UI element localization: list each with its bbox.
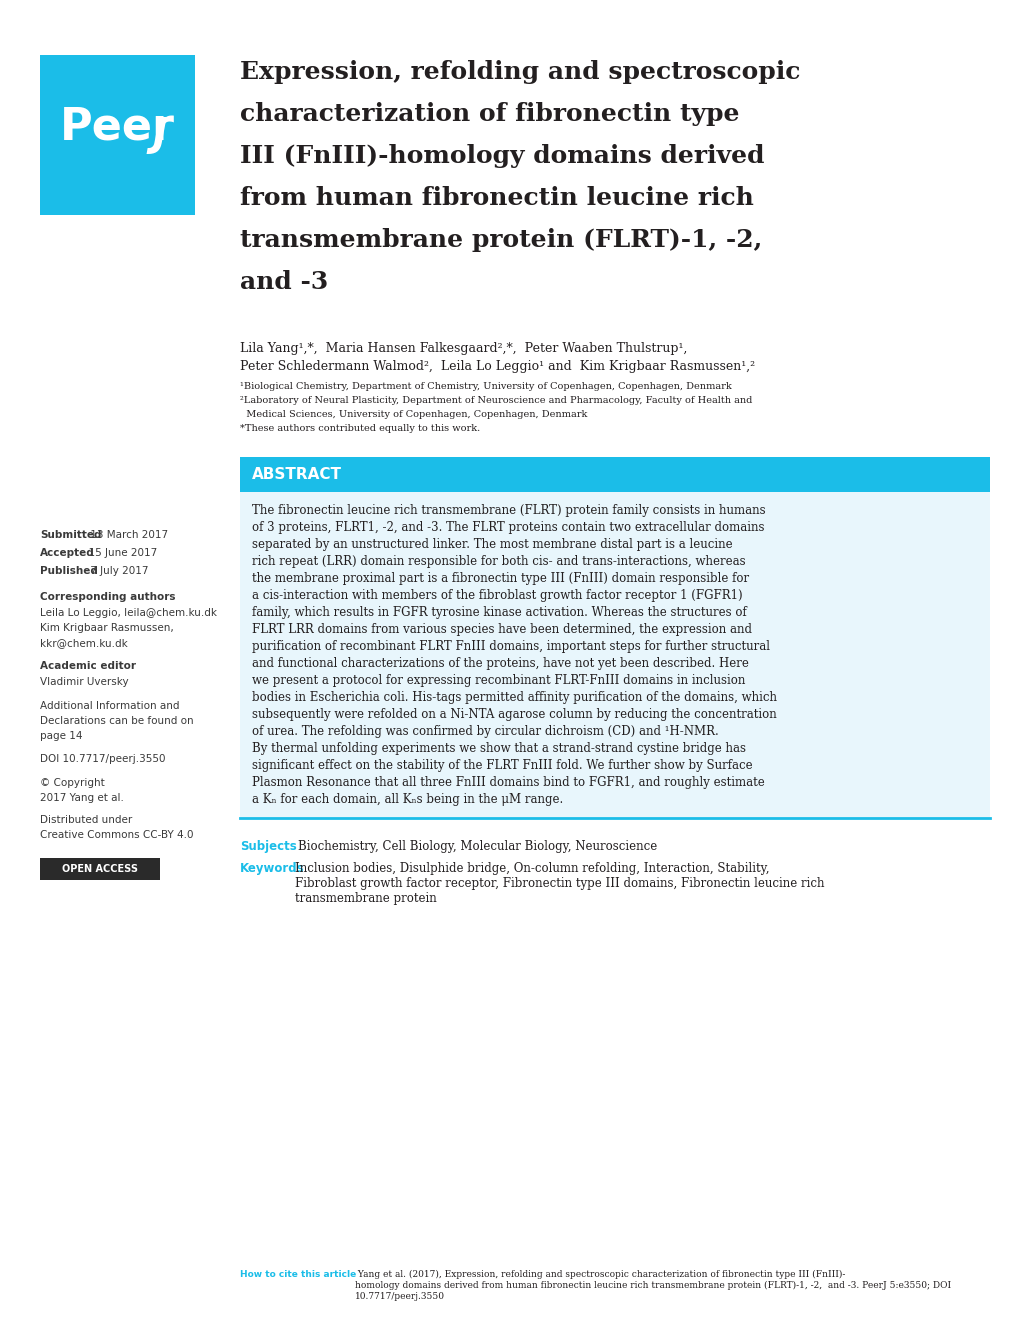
- Text: we present a protocol for expressing recombinant FLRT-FnIII domains in inclusion: we present a protocol for expressing rec…: [252, 675, 745, 686]
- Text: transmembrane protein (FLRT)-1, -2,: transmembrane protein (FLRT)-1, -2,: [239, 228, 761, 252]
- Text: Kim Krigbaar Rasmussen,: Kim Krigbaar Rasmussen,: [40, 623, 173, 634]
- Text: Additional Information and: Additional Information and: [40, 701, 179, 711]
- Text: 13 March 2017: 13 March 2017: [87, 531, 168, 540]
- Bar: [239, 492, 989, 818]
- Text: of urea. The refolding was confirmed by circular dichroism (CD) and ¹H-NMR.: of urea. The refolding was confirmed by …: [252, 725, 718, 738]
- Text: 10.7717/peerj.3550: 10.7717/peerj.3550: [355, 1292, 444, 1302]
- Bar: [40, 55, 195, 215]
- Text: Peter Schledermann Walmod²,  Leila Lo Leggio¹ and  Kim Krigbaar Rasmussen¹,²: Peter Schledermann Walmod², Leila Lo Leg…: [239, 360, 754, 374]
- Text: Corresponding authors: Corresponding authors: [40, 591, 175, 602]
- Text: By thermal unfolding experiments we show that a strand-strand cystine bridge has: By thermal unfolding experiments we show…: [252, 742, 745, 755]
- Text: and -3: and -3: [239, 271, 328, 294]
- Text: III (FnIII)-homology domains derived: III (FnIII)-homology domains derived: [239, 144, 764, 168]
- Text: Plasmon Resonance that all three FnIII domains bind to FGFR1, and roughly estima: Plasmon Resonance that all three FnIII d…: [252, 776, 764, 789]
- Text: Lila Yang¹,*,  Maria Hansen Falkesgaard²,*,  Peter Waaben Thulstrup¹,: Lila Yang¹,*, Maria Hansen Falkesgaard²,…: [239, 342, 687, 355]
- Text: the membrane proximal part is a fibronectin type III (FnIII) domain responsible : the membrane proximal part is a fibronec…: [252, 572, 748, 585]
- Text: a Kₙ for each domain, all Kₙs being in the μM range.: a Kₙ for each domain, all Kₙs being in t…: [252, 793, 562, 807]
- Text: Vladimir Uversky: Vladimir Uversky: [40, 677, 128, 686]
- Bar: [239, 457, 989, 492]
- Text: ¹Biological Chemistry, Department of Chemistry, University of Copenhagen, Copenh: ¹Biological Chemistry, Department of Che…: [239, 381, 731, 391]
- Text: Accepted: Accepted: [40, 548, 95, 558]
- Text: © Copyright: © Copyright: [40, 777, 105, 788]
- Text: DOI 10.7717/peerj.3550: DOI 10.7717/peerj.3550: [40, 754, 165, 764]
- Text: Keywords: Keywords: [239, 862, 305, 875]
- Text: Published: Published: [40, 566, 98, 576]
- Text: and functional characterizations of the proteins, have not yet been described. H: and functional characterizations of the …: [252, 657, 748, 671]
- Text: Submitted: Submitted: [40, 531, 102, 540]
- Text: page 14: page 14: [40, 731, 83, 741]
- Text: family, which results in FGFR tyrosine kinase activation. Whereas the structures: family, which results in FGFR tyrosine k…: [252, 606, 746, 619]
- Text: kkr@chem.ku.dk: kkr@chem.ku.dk: [40, 638, 127, 648]
- Text: subsequently were refolded on a Ni-NTA agarose column by reducing the concentrat: subsequently were refolded on a Ni-NTA a…: [252, 708, 776, 721]
- Text: from human fibronectin leucine rich: from human fibronectin leucine rich: [239, 186, 753, 210]
- Text: Biochemistry, Cell Biology, Molecular Biology, Neuroscience: Biochemistry, Cell Biology, Molecular Bi…: [298, 840, 656, 853]
- Text: ABSTRACT: ABSTRACT: [252, 467, 341, 482]
- Text: Distributed under: Distributed under: [40, 814, 132, 825]
- Bar: [40, 858, 160, 880]
- Text: The fibronectin leucine rich transmembrane (FLRT) protein family consists in hum: The fibronectin leucine rich transmembra…: [252, 504, 765, 517]
- Text: Leila Lo Leggio, leila@chem.ku.dk: Leila Lo Leggio, leila@chem.ku.dk: [40, 609, 217, 618]
- Text: Creative Commons CC-BY 4.0: Creative Commons CC-BY 4.0: [40, 830, 194, 840]
- Text: transmembrane protein: transmembrane protein: [294, 892, 436, 906]
- Text: purification of recombinant FLRT FnIII domains, important steps for further stru: purification of recombinant FLRT FnIII d…: [252, 640, 769, 653]
- Text: 7 July 2017: 7 July 2017: [87, 566, 148, 576]
- Text: a cis-interaction with members of the fibroblast growth factor receptor 1 (FGFR1: a cis-interaction with members of the fi…: [252, 589, 742, 602]
- Text: of 3 proteins, FLRT1, -2, and -3. The FLRT proteins contain two extracellular do: of 3 proteins, FLRT1, -2, and -3. The FL…: [252, 521, 764, 535]
- Text: ²Laboratory of Neural Plasticity, Department of Neuroscience and Pharmacology, F: ²Laboratory of Neural Plasticity, Depart…: [239, 396, 752, 405]
- Text: *These authors contributed equally to this work.: *These authors contributed equally to th…: [239, 424, 480, 433]
- Text: Yang et al. (2017), Expression, refolding and spectroscopic characterization of : Yang et al. (2017), Expression, refoldin…: [355, 1270, 845, 1279]
- Text: J: J: [152, 116, 166, 154]
- Text: Expression, refolding and spectroscopic: Expression, refolding and spectroscopic: [239, 59, 800, 84]
- Text: Peer: Peer: [60, 106, 175, 149]
- Text: homology domains derived from human fibronectin leucine rich transmembrane prote: homology domains derived from human fibr…: [355, 1280, 950, 1290]
- Text: Inclusion bodies, Disulphide bridge, On-column refolding, Interaction, Stability: Inclusion bodies, Disulphide bridge, On-…: [294, 862, 768, 875]
- Text: 15 June 2017: 15 June 2017: [82, 548, 157, 558]
- Text: bodies in Escherichia coli. His-tags permitted affinity purification of the doma: bodies in Escherichia coli. His-tags per…: [252, 690, 776, 704]
- Text: significant effect on the stability of the FLRT FnIII fold. We further show by S: significant effect on the stability of t…: [252, 759, 752, 772]
- Text: Fibroblast growth factor receptor, Fibronectin type III domains, Fibronectin leu: Fibroblast growth factor receptor, Fibro…: [294, 876, 823, 890]
- Text: separated by an unstructured linker. The most membrane distal part is a leucine: separated by an unstructured linker. The…: [252, 539, 732, 550]
- Text: characterization of fibronectin type: characterization of fibronectin type: [239, 102, 739, 125]
- Text: FLRT LRR domains from various species have been determined, the expression and: FLRT LRR domains from various species ha…: [252, 623, 751, 636]
- Text: Declarations can be found on: Declarations can be found on: [40, 715, 194, 726]
- Text: rich repeat (LRR) domain responsible for both cis- and trans-interactions, where: rich repeat (LRR) domain responsible for…: [252, 554, 745, 568]
- Text: Subjects: Subjects: [239, 840, 297, 853]
- Text: Medical Sciences, University of Copenhagen, Copenhagen, Denmark: Medical Sciences, University of Copenhag…: [239, 411, 587, 418]
- Text: 2017 Yang et al.: 2017 Yang et al.: [40, 793, 123, 803]
- Text: OPEN ACCESS: OPEN ACCESS: [62, 865, 138, 874]
- Text: Academic editor: Academic editor: [40, 661, 136, 671]
- Text: How to cite this article: How to cite this article: [239, 1270, 356, 1279]
